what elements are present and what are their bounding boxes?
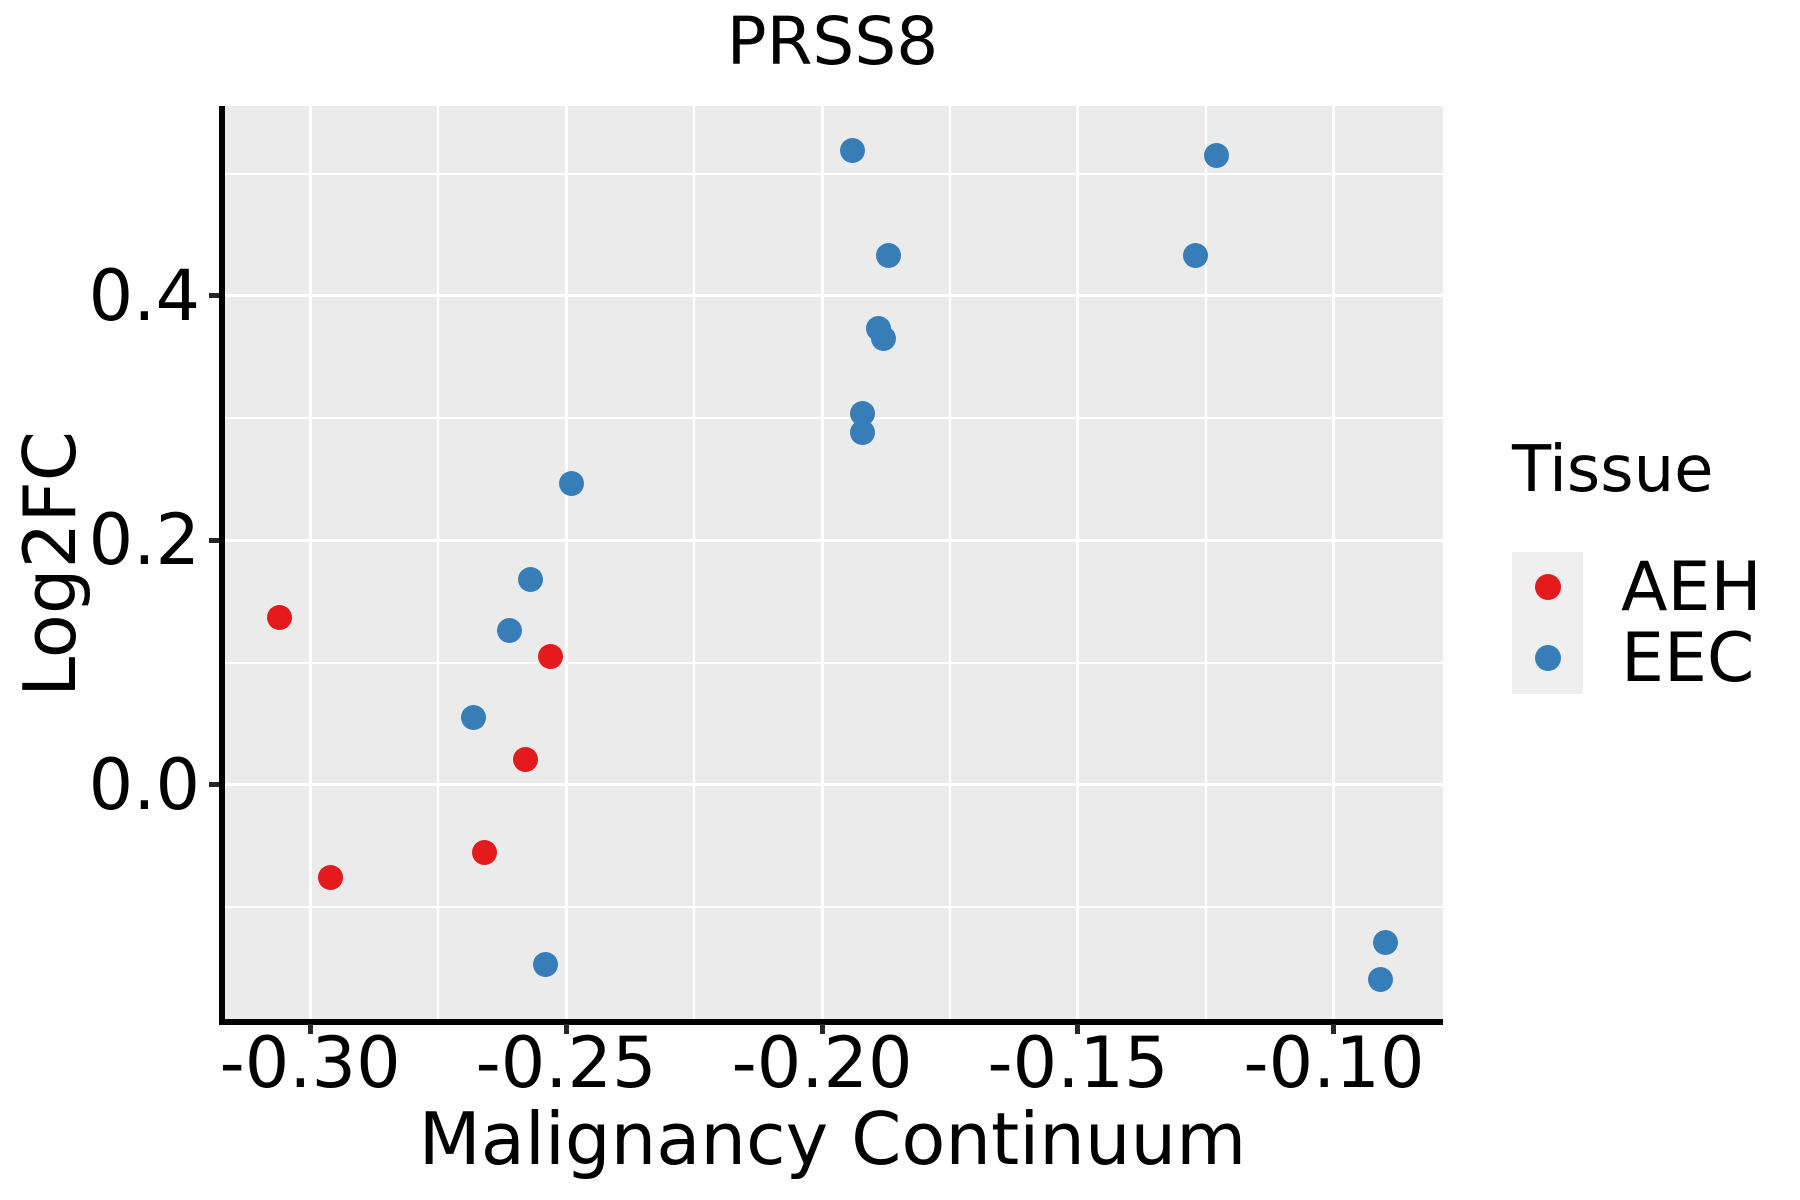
x-tick-label: -0.30 [219, 1022, 401, 1104]
legend-dot-aeh [1534, 574, 1561, 601]
legend-title: Tissue [1512, 433, 1714, 507]
chart-title: PRSS8 [726, 3, 939, 80]
data-point-aeh [266, 604, 292, 630]
x-tick-mark [1331, 1024, 1337, 1034]
legend-row-eec: EEC [1512, 618, 1762, 698]
data-point-eec [1203, 142, 1229, 168]
legend-key-aeh [1512, 551, 1583, 623]
legend-row-aeh: AEH [1512, 547, 1762, 627]
data-point-eec [850, 420, 876, 446]
data-point-aeh [538, 644, 564, 670]
data-point-eec [533, 952, 559, 978]
data-point-eec [461, 705, 487, 731]
data-point-eec [497, 618, 523, 644]
x-major-gridline [1332, 106, 1336, 1022]
legend-label-aeh: AEH [1621, 547, 1762, 627]
y-major-gridline [222, 294, 1443, 298]
x-minor-gridline [948, 106, 951, 1022]
x-tick-mark [819, 1024, 825, 1034]
x-major-gridline [1076, 106, 1080, 1022]
y-major-gridline [222, 783, 1443, 787]
x-minor-gridline [437, 106, 440, 1022]
data-point-eec [1372, 930, 1398, 956]
x-tick-label: -0.10 [1243, 1022, 1425, 1104]
y-tick-mark [209, 537, 219, 543]
y-tick-label: 0.2 [88, 499, 200, 582]
legend-key-eec [1512, 622, 1583, 694]
x-tick-mark [307, 1024, 313, 1034]
data-point-eec [558, 470, 584, 496]
data-point-eec [517, 567, 543, 593]
legend-dot-eec [1534, 645, 1561, 672]
data-point-eec [870, 326, 896, 352]
y-axis-spine [219, 106, 225, 1025]
y-tick-label: 0.0 [88, 743, 200, 826]
y-tick-label: 0.4 [88, 254, 200, 337]
data-point-eec [876, 243, 902, 269]
y-axis-title-text: Log2FC [8, 430, 92, 698]
legend-label-eec: EEC [1621, 618, 1755, 698]
y-tick-mark [209, 782, 219, 788]
data-point-aeh [512, 746, 538, 772]
x-minor-gridline [693, 106, 696, 1022]
x-major-gridline [820, 106, 824, 1022]
data-point-eec [840, 137, 866, 163]
x-tick-mark [563, 1024, 569, 1034]
x-tick-mark [1075, 1024, 1081, 1034]
data-point-aeh [471, 839, 497, 865]
x-axis-spine [219, 1019, 1443, 1025]
legend-rows: AEH EEC [1512, 547, 1762, 698]
y-minor-gridline [222, 661, 1443, 664]
y-tick-mark [209, 293, 219, 299]
data-point-eec [1367, 966, 1393, 992]
y-minor-gridline [222, 417, 1443, 420]
x-minor-gridline [1204, 106, 1207, 1022]
legend: Tissue AEH EEC [1512, 433, 1762, 698]
x-tick-label: -0.20 [731, 1022, 913, 1104]
y-minor-gridline [222, 172, 1443, 175]
y-minor-gridline [222, 906, 1443, 909]
x-major-gridline [308, 106, 312, 1022]
y-major-gridline [222, 538, 1443, 542]
data-point-aeh [318, 865, 344, 891]
data-point-eec [1183, 243, 1209, 269]
x-axis-title: Malignancy Continuum [418, 1097, 1247, 1181]
x-major-gridline [564, 106, 568, 1022]
plot-panel [222, 106, 1443, 1022]
x-tick-label: -0.15 [987, 1022, 1169, 1104]
x-tick-label: -0.25 [475, 1022, 657, 1104]
